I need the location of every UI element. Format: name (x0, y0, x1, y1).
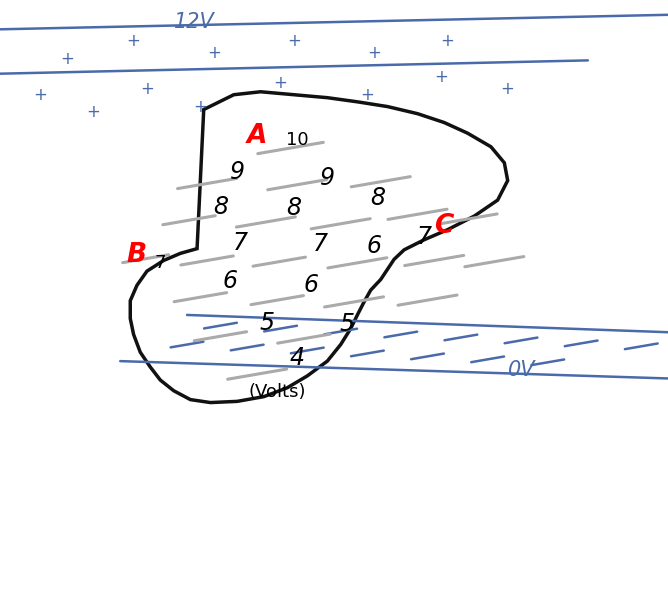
Text: C: C (434, 213, 454, 239)
Text: +: + (33, 86, 47, 104)
Text: 10: 10 (286, 131, 309, 149)
Text: 5: 5 (340, 312, 355, 336)
Text: +: + (207, 44, 220, 62)
Text: +: + (434, 68, 448, 86)
Text: +: + (501, 80, 514, 98)
Text: +: + (441, 33, 454, 50)
Text: 8: 8 (287, 197, 301, 220)
Text: 6: 6 (367, 234, 381, 258)
Text: (Volts): (Volts) (248, 383, 306, 401)
Text: 7: 7 (313, 232, 328, 256)
Text: +: + (194, 98, 207, 115)
Text: 12V: 12V (174, 12, 214, 33)
Text: +: + (127, 33, 140, 50)
Text: 9: 9 (320, 166, 335, 189)
Text: +: + (361, 86, 374, 104)
Text: 5: 5 (260, 311, 275, 334)
Text: +: + (287, 33, 301, 50)
Text: 0V: 0V (508, 360, 535, 380)
Text: A: A (247, 123, 267, 149)
Text: 7: 7 (417, 225, 432, 249)
Text: +: + (60, 50, 73, 68)
Text: +: + (367, 44, 381, 62)
Text: 8: 8 (370, 186, 385, 210)
Text: 4: 4 (290, 346, 305, 370)
Text: 8: 8 (213, 195, 228, 219)
Text: 6: 6 (223, 269, 238, 293)
Text: 7: 7 (233, 231, 248, 255)
Text: +: + (140, 80, 154, 98)
Text: 9: 9 (230, 160, 244, 184)
Text: 6: 6 (303, 274, 318, 297)
Text: +: + (87, 104, 100, 121)
Text: +: + (274, 74, 287, 92)
Text: B: B (127, 242, 147, 268)
Text: 7: 7 (154, 255, 166, 272)
